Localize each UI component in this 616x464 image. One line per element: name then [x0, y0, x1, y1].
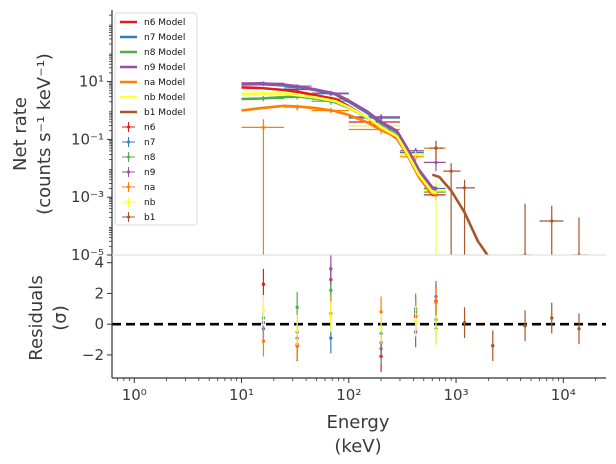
xtick-label: 10¹: [229, 386, 254, 404]
xlabel-line1: Energy: [326, 412, 389, 433]
spectrum-ytick-label: 10¹: [79, 73, 104, 91]
legend-box: [114, 12, 198, 226]
residual-point-n8: [295, 305, 299, 309]
residual-point-b1: [550, 316, 554, 320]
legend-label: n6: [144, 123, 156, 133]
residual-point-na: [261, 339, 266, 343]
legend: n6 Model n7 Model n8 Model n9 Model na Model…: [114, 12, 198, 226]
spectrum-ylabel-line1: Net rate: [10, 97, 31, 171]
legend-label: na: [144, 183, 155, 193]
legend-marker-n6: [126, 125, 131, 129]
spectrum-ytick-label: 10⁻⁵: [71, 246, 104, 264]
residual-point-nb: [413, 319, 418, 323]
residual-point-na: [434, 300, 438, 305]
data-point-b1: [449, 169, 453, 173]
data-series-nb: [241, 91, 446, 255]
residual-point-nb: [261, 308, 266, 313]
residual-series-n8: [261, 274, 438, 365]
legend-marker-n8: [126, 155, 131, 159]
legend-marker-b1: [126, 215, 131, 219]
legend-marker-na: [126, 185, 131, 189]
residual-point-b1: [491, 344, 495, 348]
legend-marker-n9: [126, 170, 131, 174]
residuals-ylabel-line1: Residuals: [26, 275, 47, 360]
legend-label: b1: [144, 213, 155, 223]
legend-label: n7 Model: [144, 33, 185, 43]
legend-label: nb: [144, 198, 156, 208]
residual-point-na: [379, 310, 383, 314]
data-series-b1: [429, 140, 589, 255]
residuals-plot-area: [112, 255, 606, 372]
residuals-ytick-label: 2: [94, 284, 104, 302]
residuals-ytick-label: 0: [94, 315, 104, 333]
legend-label: na Model: [144, 78, 185, 88]
data-point-na: [261, 125, 266, 130]
residuals-ylabel-line2: (σ): [50, 305, 71, 330]
data-point-n9: [414, 149, 418, 153]
legend-label: n8 Model: [144, 48, 185, 58]
spectrum-plot-area: [241, 81, 589, 255]
spectrum-ylabel-line2: (counts s⁻¹ keV⁻¹): [34, 53, 55, 215]
legend-label: b1 Model: [144, 108, 185, 118]
residual-point-nb: [434, 328, 438, 333]
xtick-label: 10⁴: [551, 386, 576, 404]
data-point-n9: [434, 160, 438, 164]
spectrum-ytick-label: 10⁻³: [71, 188, 104, 206]
residual-series-nb: [261, 294, 438, 346]
residual-point-n8: [329, 288, 333, 293]
model-line-nb-Model: [241, 92, 437, 195]
residuals-panel: −2 0 2 4 10⁰ 10¹ 10² 10³ 10⁴: [82, 254, 606, 404]
data-point-b1: [462, 186, 467, 190]
residual-point-n6: [261, 282, 266, 286]
model-line-n9-Model: [241, 82, 438, 190]
legend-label: n9: [144, 168, 156, 178]
data-series-na: [241, 104, 446, 255]
legend-label: n9 Model: [144, 63, 185, 73]
spectrum-ytick-label: 10⁻¹: [71, 130, 104, 148]
xtick-label: 10³: [443, 386, 468, 404]
residual-point-b1: [462, 320, 467, 325]
residual-series-b1: [462, 302, 581, 362]
residual-point-b1: [577, 327, 581, 331]
residual-point-nb: [295, 328, 299, 333]
xlabel-line2: (keV): [334, 436, 381, 457]
legend-label: n6 Model: [144, 18, 185, 28]
data-point-b1: [550, 219, 554, 223]
legend-label: n8: [144, 153, 156, 163]
residual-point-nb: [329, 314, 333, 319]
legend-marker-n7: [126, 140, 131, 144]
residual-point-nb: [379, 327, 383, 331]
legend-marker-nb: [126, 200, 131, 204]
residual-point-n9: [329, 267, 333, 271]
residual-series-n6: [261, 264, 438, 372]
data-point-n9: [379, 115, 383, 119]
residual-point-n7: [329, 336, 333, 340]
residuals-ytick-label: −2: [82, 346, 104, 364]
xtick-label: 10⁰: [122, 386, 147, 404]
data-point-b1: [434, 146, 438, 150]
model-line-b1-Model: [431, 173, 489, 255]
residuals-ytick-label: 4: [94, 254, 104, 272]
residual-series-n9: [261, 255, 438, 359]
residual-point-b1: [523, 324, 527, 328]
legend-label: n7: [144, 138, 155, 148]
xtick-label: 10²: [336, 386, 361, 404]
legend-label: nb Model: [144, 93, 185, 103]
data-point-nb: [414, 152, 418, 157]
